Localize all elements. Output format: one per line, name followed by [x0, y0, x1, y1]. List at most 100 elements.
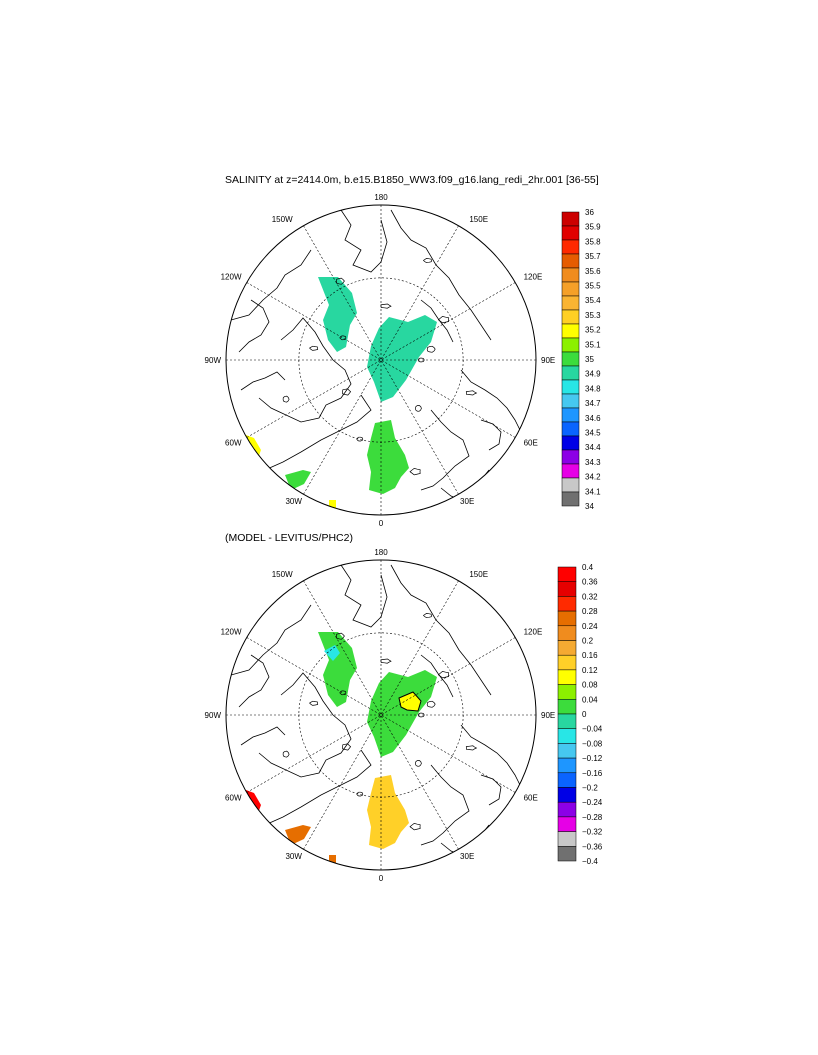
colorbar-label: −0.04 — [582, 725, 603, 734]
island-outline — [426, 700, 436, 708]
colorbar-label: 34.5 — [585, 429, 601, 438]
colorbar-swatch — [557, 581, 577, 597]
coastline — [240, 726, 286, 746]
island-outline — [339, 335, 347, 341]
colorbar-label: 35 — [585, 355, 594, 364]
colorbar-swatch — [557, 743, 577, 759]
map-border — [225, 559, 537, 871]
coastline — [238, 654, 270, 708]
map-disc — [226, 560, 536, 870]
colorbar-label: 0.04 — [582, 695, 598, 704]
colorbar-label: 34.3 — [585, 458, 601, 467]
island-outline — [409, 823, 421, 831]
coastline — [250, 394, 372, 481]
colorbar-label: −0.2 — [582, 784, 598, 793]
colorbar-label: 0.12 — [582, 666, 598, 675]
colorbar-swatch — [557, 831, 577, 847]
island-outline — [437, 671, 450, 679]
colorbar-label: 0.4 — [582, 563, 594, 572]
island-outline — [465, 745, 478, 751]
page-title: SALINITY at z=2414.0m, b.e15.B1850_WW3.f… — [225, 174, 599, 186]
region-iceland-south-patch — [329, 855, 336, 863]
colorbar-label: 34 — [585, 502, 594, 511]
longitude-label-lower-right-outer: 60E — [524, 793, 538, 802]
coastline — [258, 672, 352, 778]
coastline — [238, 299, 270, 353]
colorbar-swatch — [557, 757, 577, 774]
coastline — [250, 749, 372, 836]
coastline — [460, 724, 522, 788]
island-outline — [465, 390, 478, 396]
region-greenland-norwegian-sea — [367, 420, 409, 494]
colorbar-swatch — [557, 610, 577, 627]
coastline — [390, 564, 492, 696]
colorbar-label: 0.28 — [582, 607, 598, 616]
longitude-label-upper-left-outer: 120W — [221, 627, 242, 636]
region-makarov-eurasian-basin — [367, 315, 437, 402]
coastline — [420, 764, 470, 846]
region-canada-basin-spot — [324, 645, 340, 661]
colorbar-swatch — [557, 728, 577, 744]
coastline — [480, 774, 502, 806]
colorbar-label: 0.32 — [582, 592, 598, 601]
coastline — [240, 371, 286, 391]
colorbar-label: −0.28 — [582, 813, 603, 822]
colorbar-swatch — [561, 491, 580, 507]
longitude-label-bottom: 0 — [379, 874, 384, 883]
island-outline — [409, 468, 421, 476]
region-iceland-south-patch — [329, 500, 336, 508]
colorbar-swatch — [557, 713, 577, 729]
colorbar-label: 35.2 — [585, 326, 601, 335]
colorbar-label: 36 — [585, 208, 594, 217]
colorbar-label: 35.9 — [585, 223, 601, 232]
island-outline — [309, 345, 319, 351]
colorbar-label: 0.36 — [582, 578, 598, 587]
salinity-map: 180 0 90W 90E 150W 150E 120W 120E 60W 60E 30W 30E 3… — [205, 193, 602, 528]
colorbar-swatch — [557, 566, 577, 582]
coastline — [340, 564, 388, 628]
longitude-label-top: 180 — [374, 548, 388, 557]
colorbar-swatch — [557, 816, 577, 832]
colorbar-swatch — [557, 625, 577, 641]
coastline — [258, 317, 352, 423]
island-outline — [342, 743, 352, 751]
longitude-label-left: 90W — [205, 356, 222, 365]
colorbar-label: 34.4 — [585, 443, 601, 452]
longitude-label-upper-right-outer: 120E — [524, 272, 543, 281]
colorbar-label: −0.36 — [582, 842, 603, 851]
colorbar-label: 0 — [582, 710, 587, 719]
colorbar-label: 0.24 — [582, 622, 598, 631]
island-outline — [336, 632, 345, 640]
longitude-label-lower-left-inner: 30W — [285, 497, 302, 506]
coastline — [230, 249, 312, 321]
island-outline — [282, 750, 290, 758]
colorbar-label: −0.08 — [582, 739, 603, 748]
colorbar-label: 34.1 — [585, 487, 601, 496]
island-outline — [339, 690, 347, 696]
longitude-label-lower-left-inner: 30W — [285, 852, 302, 861]
colorbar-label: −0.4 — [582, 857, 598, 866]
longitude-label-right: 90E — [541, 356, 555, 365]
colorbar-label: −0.12 — [582, 754, 603, 763]
region-greenland-norwegian-sea — [367, 775, 409, 849]
colorbar-swatch — [557, 654, 577, 671]
coastline — [480, 419, 502, 451]
colorbar-swatch — [557, 699, 577, 715]
region-eurasian-basin-spot — [398, 691, 422, 712]
colorbar-swatch — [557, 640, 577, 656]
colorbar-swatch — [557, 669, 577, 685]
map-border — [225, 204, 537, 516]
region-makarov-eurasian-basin — [367, 670, 437, 757]
colorbar-label: 34.2 — [585, 473, 601, 482]
colorbar-label: 0.08 — [582, 681, 598, 690]
colorbar-label: −0.24 — [582, 798, 603, 807]
colorbar-swatch — [557, 846, 577, 862]
island-outline — [422, 258, 432, 263]
island-outline — [437, 316, 450, 324]
difference-title: (MODEL - LEVITUS/PHC2) — [225, 532, 353, 544]
island-outline — [356, 791, 364, 797]
island-outline — [309, 700, 319, 706]
colorbar-label: 35.5 — [585, 282, 601, 291]
colorbar-swatch — [557, 787, 577, 803]
island-outline — [426, 345, 436, 353]
